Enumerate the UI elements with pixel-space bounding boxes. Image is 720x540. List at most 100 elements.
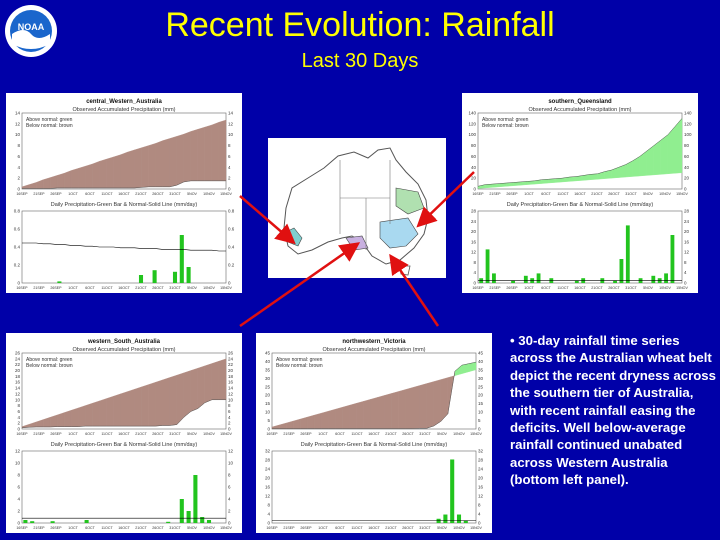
accum-ytick-right: 40	[684, 165, 690, 170]
accum-ytick: 0	[17, 427, 20, 432]
daily-bar	[511, 280, 515, 283]
accum-ytick-right: 20	[478, 393, 484, 398]
accum-ytick-right: 20	[228, 368, 234, 373]
accum-xtick: 16SEP	[472, 192, 484, 196]
daily-bar	[84, 520, 89, 523]
accum-xtick: 26SEP	[300, 432, 312, 436]
daily-bar	[619, 259, 624, 283]
accum-ytick-right: 0	[478, 427, 481, 432]
accum-ytick-right: 2	[228, 176, 231, 181]
daily-bar	[670, 235, 675, 283]
daily-ytick: 4	[17, 497, 20, 502]
arrow-to-western-australia	[239, 195, 296, 245]
accum-xtick: 15NOV	[220, 192, 232, 196]
slide-subtitle: Last 30 Days	[301, 50, 419, 72]
accum-ytick: 10	[265, 410, 271, 415]
accum-xtick: 16OCT	[118, 192, 130, 196]
arrow-to-victoria	[389, 253, 440, 327]
daily-frame	[21, 450, 227, 524]
daily-ytick-right: 24	[684, 219, 690, 224]
daily-ytick: 16	[265, 485, 271, 490]
accum-xtick: 11OCT	[351, 432, 363, 436]
observed-line	[21, 399, 226, 429]
daily-ytick-right: 32	[478, 449, 484, 454]
accum-ytick: 14	[15, 111, 21, 116]
region-label: northwestern_Victoria	[342, 339, 406, 345]
daily-bar	[536, 273, 541, 283]
region-label: southern_Queensland	[548, 99, 612, 105]
daily-ytick-right: 8	[228, 473, 231, 478]
accum-xtick: 21SEP	[33, 432, 45, 436]
chart-panel-western-south-australia: western_South_Australia Observed Accumula…	[6, 333, 242, 533]
daily-bar	[152, 270, 157, 283]
daily-xtick: 26OCT	[152, 286, 164, 290]
daily-xtick: 31OCT	[169, 286, 181, 290]
accum-legend-entry: Below normal: brown	[26, 363, 73, 369]
daily-xtick: 16SEP	[266, 526, 278, 530]
accum-ytick: 20	[471, 176, 477, 181]
accum-xtick: 6OCT	[85, 432, 95, 436]
accum-xtick: 16OCT	[368, 432, 380, 436]
accum-legend-entry: Below normal: brown	[482, 123, 529, 129]
accum-ytick-right: 8	[228, 143, 231, 148]
accum-ytick-right: 10	[228, 397, 234, 402]
accum-xtick: 21OCT	[135, 432, 147, 436]
accum-ytick-right: 80	[684, 143, 690, 148]
accum-ytick-right: 12	[228, 391, 234, 396]
accum-xtick: 5NOV	[187, 432, 197, 436]
daily-xtick: 6OCT	[335, 526, 345, 530]
daily-xtick: 26SEP	[300, 526, 312, 530]
accum-ytick: 5	[267, 418, 270, 423]
daily-xtick: 21OCT	[591, 286, 603, 290]
accum-xtick: 11OCT	[101, 432, 113, 436]
daily-ytick-right: 2	[228, 509, 231, 514]
daily-ytick: 28	[471, 209, 477, 214]
daily-xtick: 11OCT	[101, 526, 113, 530]
accum-ytick-right: 16	[228, 380, 234, 385]
chart-panel-northwestern-victoria: northwestern_Victoria Observed Accumulate…	[256, 333, 492, 533]
accum-ytick-right: 4	[228, 415, 231, 420]
accum-xtick: 16SEP	[266, 432, 278, 436]
accum-xtick: 26OCT	[152, 192, 164, 196]
daily-xtick: 6OCT	[541, 286, 551, 290]
accum-legend-entry: Below normal: brown	[276, 363, 323, 369]
daily-ytick-right: 0	[684, 281, 687, 286]
accum-xtick: 26SEP	[506, 192, 518, 196]
accum-ytick: 0	[17, 187, 20, 192]
accum-ytick: 4	[17, 415, 20, 420]
accum-xtick: 11OCT	[101, 192, 113, 196]
daily-xtick: 16OCT	[118, 526, 130, 530]
accum-ytick-right: 120	[684, 121, 692, 126]
daily-xtick: 21SEP	[283, 526, 295, 530]
daily-bar	[186, 511, 191, 523]
accum-ytick-right: 25	[478, 384, 484, 389]
daily-bar	[436, 518, 441, 523]
accum-xtick: 26SEP	[50, 192, 62, 196]
daily-frame	[477, 210, 683, 284]
accum-xtick: 5NOV	[643, 192, 653, 196]
accum-ytick: 16	[15, 380, 21, 385]
accum-ytick: 120	[468, 121, 476, 126]
accum-xtick: 5NOV	[187, 192, 197, 196]
accum-xtick: 26OCT	[402, 432, 414, 436]
daily-xtick: 10NOV	[203, 286, 215, 290]
daily-xtick: 21SEP	[33, 286, 45, 290]
accum-ytick-right: 14	[228, 111, 234, 116]
daily-bar	[443, 514, 448, 523]
daily-ytick-right: 0.4	[228, 245, 235, 250]
daily-xtick: 16SEP	[16, 526, 28, 530]
accum-ytick: 8	[17, 403, 20, 408]
chart-svg: northwestern_Victoria Observed Accumulate…	[265, 339, 484, 530]
accum-xtick: 21SEP	[489, 192, 501, 196]
daily-bar	[166, 521, 171, 523]
accum-legend-entry: Above normal: green	[482, 117, 529, 123]
accum-ytick-right: 18	[228, 374, 234, 379]
daily-ytick: 0.6	[14, 227, 21, 232]
daily-ytick-right: 12	[228, 449, 234, 454]
region-borders	[339, 160, 391, 250]
daily-ytick: 8	[267, 503, 270, 508]
accum-ytick: 15	[265, 401, 271, 406]
daily-xtick: 5NOV	[187, 526, 197, 530]
daily-xtick: 31OCT	[625, 286, 637, 290]
